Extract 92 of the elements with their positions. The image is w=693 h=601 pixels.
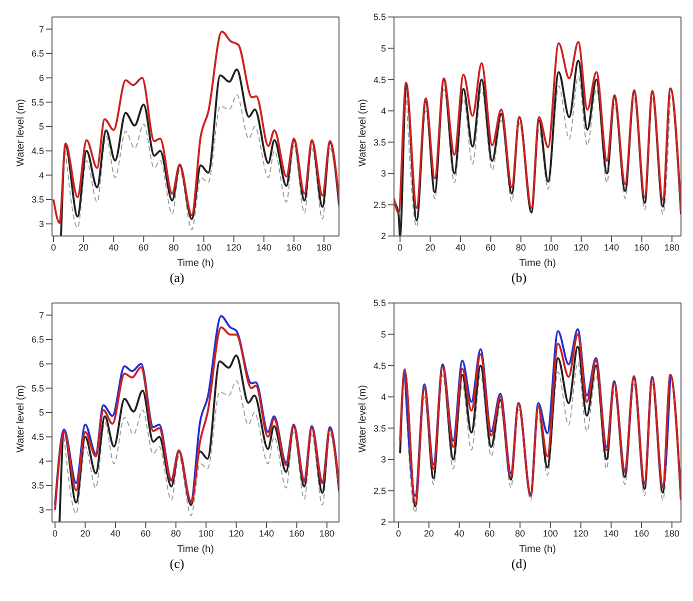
line-series [65, 94, 339, 230]
x-tick-label: 140 [256, 242, 272, 252]
x-tick-label: 120 [228, 528, 244, 538]
x-tick-label: 0 [50, 242, 56, 252]
line-series [64, 380, 339, 516]
x-tick-label: 120 [226, 242, 242, 252]
y-tick-label: 5.5 [31, 383, 44, 394]
y-tick-label: 3 [380, 168, 386, 179]
y-tick-label: 2.5 [373, 200, 386, 210]
y-tick-label: 2.5 [373, 486, 386, 496]
x-tick-label: 20 [425, 242, 436, 252]
text: (d) [510, 556, 528, 572]
x-tick-label: 80 [516, 242, 526, 252]
x-tick-label: 60 [484, 528, 495, 538]
x-tick-label: 140 [258, 528, 274, 538]
x-axis-title: Time (h) [177, 544, 214, 555]
y-tick-label: 3 [380, 454, 386, 465]
x-tick-label: 20 [424, 528, 434, 538]
y-tick-label: 5 [38, 408, 44, 418]
x-tick-label: 40 [108, 242, 119, 252]
y-tick-label: 5 [38, 122, 44, 132]
x-tick-label: 20 [78, 242, 89, 252]
x-tick-label: 120 [574, 242, 589, 252]
x-tick-label: 160 [286, 242, 302, 252]
y-axis-title: Water level (m) [16, 99, 27, 166]
y-tick-label: 3.5 [31, 194, 44, 205]
y-tick-label: 4.5 [373, 360, 386, 371]
line-series [52, 30, 339, 224]
y-tick-label: 6 [38, 359, 44, 370]
y-tick-label: 2 [380, 517, 386, 528]
text: (b) [510, 270, 528, 286]
y-tick-label: 5.5 [373, 298, 386, 308]
x-tick-label: 100 [198, 528, 214, 538]
x-axis-title: Time (h) [519, 258, 556, 269]
y-tick-label: 3.5 [373, 137, 386, 148]
x-tick-label: 140 [604, 528, 619, 538]
y-tick-label: 3.5 [31, 480, 44, 491]
line-series [60, 68, 339, 236]
line-series [394, 41, 681, 214]
y-tick-label: 6.5 [31, 48, 44, 59]
y-tick-label: 3.5 [373, 423, 386, 434]
line-series [58, 354, 339, 522]
y-tick-label: 3 [38, 505, 44, 516]
x-tick-label: 160 [634, 242, 650, 252]
x-tick-label: 100 [544, 242, 559, 252]
x-tick-label: 160 [289, 528, 304, 538]
y-tick-label: 4 [38, 456, 44, 466]
y-tick-label: 5 [380, 43, 386, 54]
y-tick-label: 4 [380, 392, 386, 402]
x-tick-label: 60 [486, 242, 496, 252]
x-tick-label: 180 [319, 528, 334, 538]
x-tick-label: 120 [573, 528, 588, 538]
x-tick-label: 160 [634, 528, 650, 538]
y-tick-label: 7 [38, 24, 44, 34]
x-tick-label: 0 [398, 242, 403, 252]
y-tick-label: 4 [380, 106, 386, 116]
y-tick-label: 4 [38, 170, 44, 180]
x-tick-label: 140 [604, 242, 620, 252]
x-tick-label: 80 [515, 528, 526, 538]
x-tick-label: 60 [140, 528, 151, 538]
y-tick-label: 5.5 [31, 97, 44, 108]
y-axis-title: Water level (m) [358, 385, 369, 452]
y-tick-label: 3 [38, 219, 44, 230]
text: (a) [168, 270, 186, 286]
x-tick-label: 100 [196, 242, 212, 252]
x-tick-label: 60 [138, 242, 149, 252]
x-tick-label: 40 [110, 528, 120, 538]
x-tick-label: 0 [396, 528, 402, 538]
x-tick-label: 80 [170, 528, 181, 538]
y-axis-title: Water level (m) [16, 385, 27, 452]
y-tick-label: 4.5 [31, 432, 44, 442]
y-tick-label: 7 [38, 310, 44, 320]
y-tick-label: 6 [38, 73, 44, 84]
x-tick-label: 20 [80, 528, 90, 538]
x-tick-label: 40 [454, 528, 464, 538]
x-axis-title: Time (h) [177, 258, 214, 269]
x-tick-label: 180 [664, 242, 680, 252]
y-tick-label: 2 [380, 231, 386, 242]
y-tick-label: 4.5 [31, 146, 44, 156]
text: (c) [168, 556, 186, 572]
x-tick-label: 0 [52, 528, 58, 538]
x-tick-label: 180 [664, 528, 680, 538]
x-tick-label: 100 [542, 528, 558, 538]
y-tick-label: 5 [380, 329, 386, 340]
x-tick-label: 180 [316, 242, 332, 252]
x-tick-label: 80 [168, 242, 179, 252]
y-tick-label: 6.5 [31, 334, 44, 345]
y-tick-label: 4.5 [373, 74, 386, 85]
y-axis-title: Water level (m) [358, 99, 369, 166]
x-tick-label: 40 [455, 242, 466, 252]
y-tick-label: 5.5 [373, 12, 386, 22]
x-axis-title: Time (h) [519, 544, 556, 555]
